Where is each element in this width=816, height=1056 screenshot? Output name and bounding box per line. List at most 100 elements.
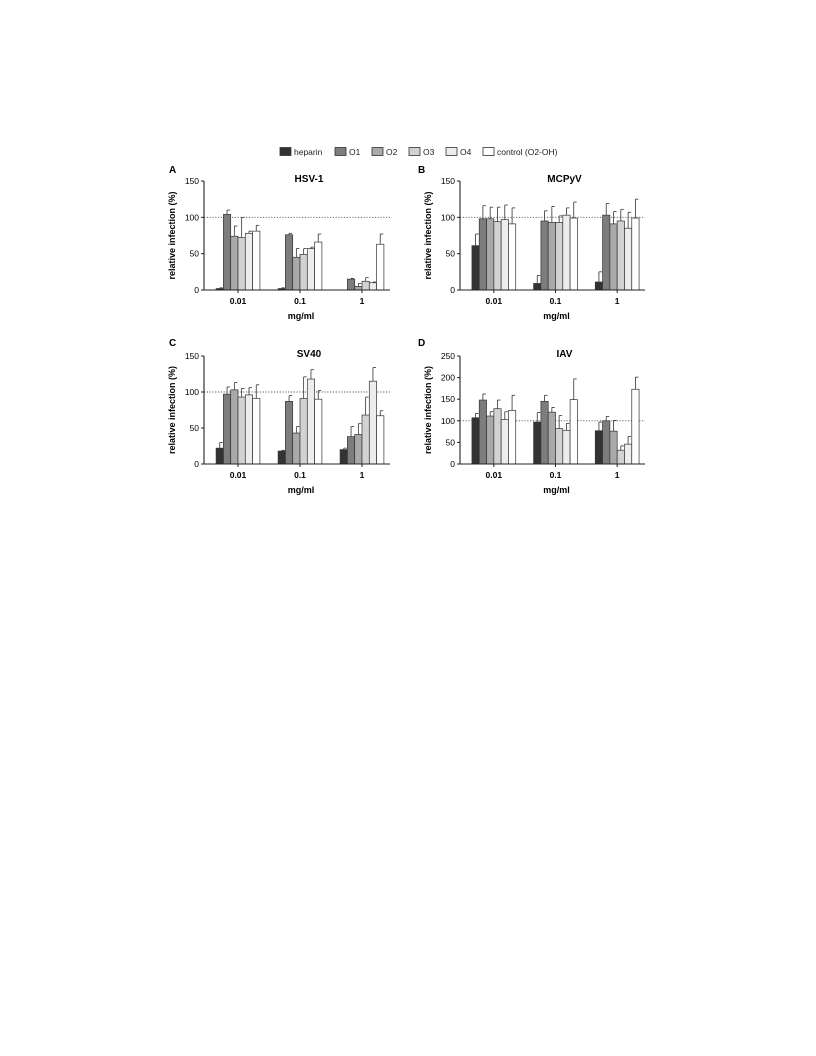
y-tick-label: 150 bbox=[185, 351, 199, 361]
y-axis-label: relative infection (%) bbox=[423, 191, 433, 279]
panel-D: D IAV 0 50 100 150 200 250 0.01 0.1 1 mg/ml relative… bbox=[418, 338, 645, 495]
bar-control (O2-OH)-0.01 bbox=[508, 223, 517, 291]
y-tick-label: 150 bbox=[185, 176, 199, 186]
x-tick-label: 0.1 bbox=[294, 296, 306, 306]
bar-O4-0.01 bbox=[244, 232, 253, 291]
bar-O4-0.1 bbox=[562, 429, 571, 465]
x-tick-label: 0.1 bbox=[294, 470, 306, 480]
x-tick-label: 1 bbox=[615, 296, 620, 306]
bar-control (O2-OH)-1 bbox=[376, 243, 385, 291]
bar-O2-0.1 bbox=[547, 411, 556, 465]
x-tick-label: 0.01 bbox=[230, 296, 247, 306]
bar-O3-1 bbox=[361, 280, 370, 291]
y-tick-label: 250 bbox=[441, 351, 455, 361]
legend-label-control (O2-OH): control (O2-OH) bbox=[497, 147, 558, 157]
panel-B: B MCPyV 0 50 100 150 0.01 0.1 1 mg/ml relative inf… bbox=[418, 165, 645, 321]
bar-heparin-0.01 bbox=[471, 245, 480, 291]
bar-heparin-1 bbox=[594, 281, 603, 291]
bar-O1-0.01 bbox=[478, 218, 487, 291]
bar-control (O2-OH)-1 bbox=[376, 415, 385, 465]
panel-letter: B bbox=[418, 165, 425, 176]
x-axis-label: mg/ml bbox=[288, 311, 315, 321]
x-axis-label: mg/ml bbox=[543, 485, 570, 495]
bar-O1-0.1 bbox=[540, 401, 549, 465]
bar-heparin-1 bbox=[594, 430, 603, 465]
bar-O4-0.01 bbox=[500, 219, 509, 291]
bar-O3-1 bbox=[616, 220, 625, 291]
x-tick-label: 0.1 bbox=[550, 296, 562, 306]
legend-swatch-control (O2-OH) bbox=[482, 147, 495, 156]
y-tick-label: 0 bbox=[194, 459, 199, 469]
bar-control (O2-OH)-1 bbox=[631, 217, 640, 291]
x-tick-label: 0.01 bbox=[230, 470, 247, 480]
bar-O4-0.01 bbox=[500, 419, 509, 465]
bar-O1-1 bbox=[347, 436, 356, 465]
bar-O2-0.01 bbox=[230, 235, 239, 291]
bar-O3-1 bbox=[616, 449, 625, 465]
panel-letter: A bbox=[169, 165, 176, 176]
bar-O1-0.01 bbox=[478, 399, 487, 465]
bar-heparin-1 bbox=[339, 449, 348, 465]
legend: heparin O1 O2 O3 O4 control (O2-OH) bbox=[279, 147, 558, 157]
chart-title: SV40 bbox=[297, 349, 322, 360]
y-tick-label: 50 bbox=[190, 249, 200, 259]
panel-C: C SV40 0 50 100 150 0.01 0.1 1 mg/ml relative infe… bbox=[167, 338, 390, 495]
x-tick-label: 0.01 bbox=[486, 470, 503, 480]
bar-heparin-0.1 bbox=[533, 421, 542, 465]
bar-O3-0.01 bbox=[493, 408, 502, 465]
y-tick-label: 0 bbox=[194, 285, 199, 295]
x-tick-label: 1 bbox=[360, 470, 365, 480]
bar-heparin-0.01 bbox=[471, 417, 480, 465]
bar-O1-0.1 bbox=[285, 234, 294, 291]
chart-title: IAV bbox=[557, 349, 573, 360]
bar-control (O2-OH)-0.1 bbox=[314, 241, 323, 291]
bar-control (O2-OH)-0.01 bbox=[252, 398, 261, 465]
legend-swatch-O2 bbox=[371, 147, 384, 156]
bar-O1-0.1 bbox=[540, 220, 549, 291]
bar-control (O2-OH)-1 bbox=[631, 388, 640, 465]
y-tick-label: 50 bbox=[190, 423, 200, 433]
y-tick-label: 100 bbox=[185, 387, 199, 397]
legend-swatch-O1 bbox=[334, 147, 347, 156]
chart-title: HSV-1 bbox=[295, 174, 324, 185]
x-tick-label: 0.1 bbox=[550, 470, 562, 480]
y-tick-label: 150 bbox=[441, 176, 455, 186]
bar-O2-1 bbox=[354, 434, 363, 465]
y-tick-label: 200 bbox=[441, 373, 455, 383]
panel-letter: D bbox=[418, 338, 425, 349]
panel-letter: C bbox=[169, 338, 176, 349]
bar-O3-0.1 bbox=[299, 254, 308, 291]
bar-O4-0.1 bbox=[562, 214, 571, 291]
bar-O3-1 bbox=[361, 414, 370, 465]
bar-O1-0.01 bbox=[223, 393, 232, 465]
chart-title: MCPyV bbox=[547, 174, 582, 185]
legend-swatch-O4 bbox=[445, 147, 458, 156]
bar-O4-1 bbox=[368, 282, 377, 291]
legend-label-O1: O1 bbox=[349, 147, 361, 157]
bar-heparin-0.01 bbox=[215, 447, 224, 465]
bar-O3-0.1 bbox=[555, 428, 564, 465]
bar-O2-0.01 bbox=[230, 389, 239, 465]
y-tick-label: 100 bbox=[185, 212, 199, 222]
x-axis-label: mg/ml bbox=[288, 485, 315, 495]
bar-O4-0.1 bbox=[306, 378, 315, 465]
bar-control (O2-OH)-0.01 bbox=[252, 230, 261, 291]
bar-control (O2-OH)-0.1 bbox=[314, 398, 323, 465]
bar-O4-0.1 bbox=[306, 248, 315, 291]
bar-heparin-0.1 bbox=[277, 450, 286, 465]
bar-O1-0.1 bbox=[285, 401, 294, 465]
bar-O2-0.1 bbox=[292, 432, 301, 465]
legend-label-O3: O3 bbox=[423, 147, 435, 157]
bar-O1-0.01 bbox=[223, 214, 232, 291]
legend-swatch-heparin bbox=[279, 147, 292, 156]
y-tick-label: 0 bbox=[450, 285, 455, 295]
bar-O3-0.01 bbox=[237, 237, 246, 291]
bar-O2-0.1 bbox=[292, 256, 301, 291]
x-tick-label: 0.01 bbox=[486, 296, 503, 306]
y-axis-label: relative infection (%) bbox=[167, 366, 177, 454]
y-tick-label: 100 bbox=[441, 212, 455, 222]
y-tick-label: 50 bbox=[446, 437, 456, 447]
bar-O2-1 bbox=[609, 430, 618, 465]
